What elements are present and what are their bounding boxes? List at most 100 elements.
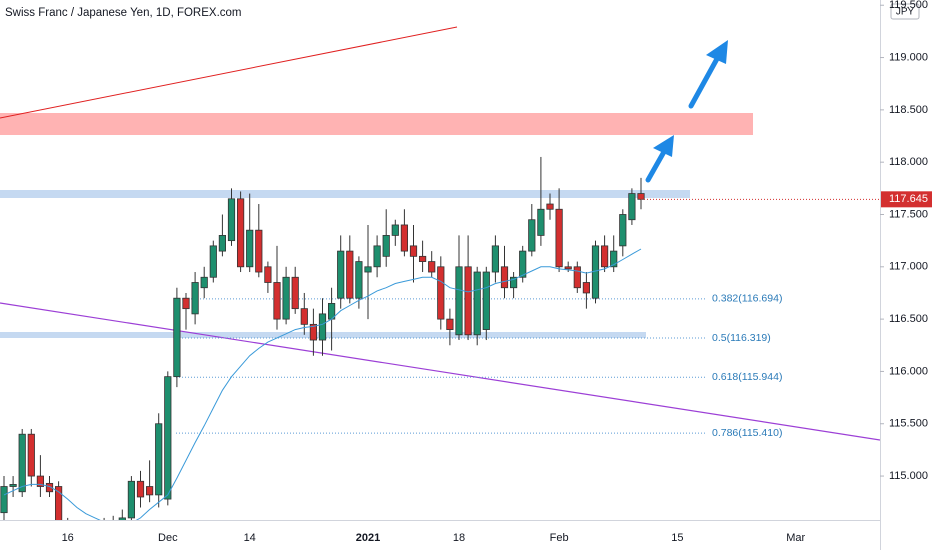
resistance-zone: [0, 113, 753, 135]
candle-body: [619, 214, 627, 247]
candle-body: [92, 534, 98, 539]
candle-body: [74, 534, 80, 539]
support-zone: [0, 190, 690, 198]
candle-body: [36, 475, 45, 487]
candle-body: [537, 208, 545, 236]
candle-body: [18, 433, 26, 493]
candle-body: [355, 261, 363, 299]
trend-line: [0, 26, 458, 119]
candle-body: [610, 250, 618, 268]
plot-area: [0, 156, 880, 544]
candle-body: [364, 266, 372, 273]
candle-body: [491, 245, 500, 273]
candle-body: [637, 193, 645, 200]
candle-body: [127, 480, 135, 519]
x-tick-label: 14: [244, 532, 256, 544]
candle-body: [455, 266, 463, 336]
last-price-box: [881, 191, 932, 208]
y-tick-label: 117.500: [889, 208, 928, 220]
chart-title: Swiss Franc / Japanese Yen, 1D, FOREX.co…: [5, 7, 242, 19]
candle-body: [218, 235, 226, 252]
candle-body: [300, 308, 308, 325]
candle-body: [564, 266, 572, 270]
candle-body: [309, 323, 318, 341]
candle-body: [164, 376, 172, 500]
candle-body: [101, 528, 107, 533]
candle-body: [446, 318, 454, 330]
candle-body: [236, 198, 245, 268]
candle-body: [264, 266, 272, 283]
x-tick-label: Feb: [550, 532, 569, 544]
candle-body: [400, 224, 409, 252]
candle-body: [382, 235, 390, 257]
candle-body: [191, 282, 199, 315]
candle-body: [473, 271, 481, 336]
arrows: [645, 40, 728, 183]
candle-body: [145, 486, 154, 496]
fib-label: 0.618(115.944): [712, 371, 782, 383]
y-tick-label: 117.000: [889, 261, 928, 273]
candle-body: [0, 486, 8, 514]
x-tick-label: 16: [62, 532, 74, 544]
candle-body: [173, 297, 181, 378]
y-tick-label: 116.500: [889, 313, 928, 325]
fib-label: 0.786(115.410): [712, 427, 782, 439]
candle-body: [318, 313, 327, 341]
candle-body: [45, 482, 54, 493]
x-tick-label: Dec: [158, 532, 178, 544]
trend-line: [0, 302, 880, 441]
candle-body: [509, 276, 518, 289]
currency-label: JPY: [896, 7, 915, 18]
arrow-head: [653, 135, 674, 157]
candle-body: [628, 193, 636, 221]
candle-body: [83, 539, 89, 544]
y-tick-label: 118.500: [889, 104, 928, 116]
candle-body: [555, 208, 563, 268]
currency-box[interactable]: [890, 3, 920, 20]
candle-body: [255, 229, 263, 273]
candle-body: [155, 423, 163, 496]
candle-body: [282, 276, 290, 320]
candle-body: [500, 266, 509, 289]
candle-body: [546, 203, 554, 210]
candle-body: [136, 480, 145, 498]
x-tick-label: Mar: [786, 532, 805, 544]
candle-body: [110, 523, 116, 528]
candle-body: [346, 250, 354, 299]
candle-body: [482, 271, 490, 330]
y-tick-label: 119.500: [889, 0, 928, 11]
candle-body: [601, 245, 609, 268]
moving-average: [3, 248, 642, 520]
x-tick-label: 15: [671, 532, 683, 544]
candle-body: [573, 266, 581, 289]
candle-body: [418, 255, 427, 262]
x-tick-label: 18: [453, 532, 465, 544]
arrow: [645, 147, 668, 183]
candle-body: [118, 517, 126, 520]
candle-body: [227, 198, 236, 242]
candle-body: [582, 282, 591, 294]
y-tick-label: 115.000: [889, 470, 928, 482]
fib-label: 0.5(116.319): [712, 332, 771, 344]
candle-body: [428, 261, 436, 273]
y-tick-label: 115.500: [889, 418, 928, 430]
candle-body: [273, 282, 281, 320]
candle-body: [55, 486, 63, 520]
candle-body: [337, 250, 345, 299]
arrow-head: [706, 40, 728, 64]
fib-label: 0.382(116.694): [712, 293, 782, 305]
candle-body: [182, 297, 190, 310]
candle-body: [373, 245, 381, 268]
last-price-label: 117.645: [889, 193, 928, 205]
candle-body: [200, 276, 208, 289]
candle-body: [291, 276, 299, 310]
candle-body: [437, 266, 445, 320]
x-tick-label: 2021: [356, 532, 380, 544]
candle-body: [9, 484, 17, 487]
candle-body: [519, 250, 527, 278]
candle-body: [27, 433, 35, 477]
y-tick-label: 119.000: [889, 51, 928, 63]
candle-body: [409, 245, 418, 257]
candle-body: [246, 229, 254, 268]
